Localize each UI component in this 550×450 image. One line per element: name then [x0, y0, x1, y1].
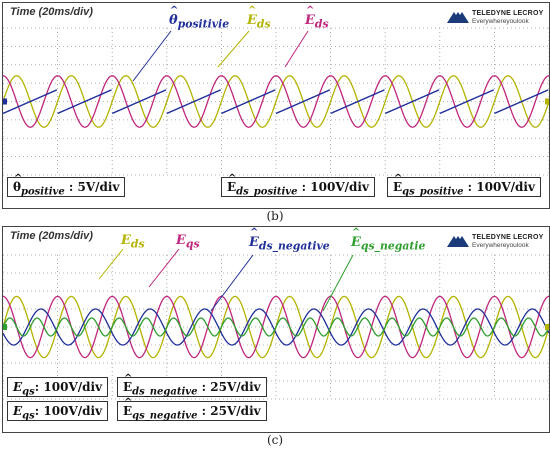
caption-c: (c) [266, 433, 284, 447]
series-line-2 [3, 89, 549, 115]
pointer-eds-yellow [217, 30, 250, 68]
brand-logo: TELEDYNE LECROY Everywhereyoulook [447, 233, 543, 251]
time-scale-label: Time (20ms/div) [10, 6, 93, 18]
teledyne-logo-icon [447, 12, 469, 23]
label-eds-yellow: Eds [121, 233, 145, 251]
brand-logo: TELEDYNE LECROY Everywhereyoulook [447, 9, 543, 27]
series-line-0 [3, 75, 549, 128]
scale-box-eqs-top: Eqs: 100V/div [7, 377, 109, 397]
label-eds-negative: Eds_negative [249, 227, 330, 253]
time-scale-label: Time (20ms/div) [10, 230, 93, 242]
pointer-eds [98, 248, 124, 280]
ground-marker-left [3, 324, 7, 330]
pointer-eqs-negative [322, 254, 354, 312]
label-eds-magenta: Eds [305, 5, 329, 31]
ground-marker-right [545, 324, 549, 330]
brand-tagline: Everywhereyoulook [472, 242, 529, 249]
label-theta-positive: θpositivie [169, 5, 229, 31]
label-eds-yellow: Eds [247, 5, 271, 31]
series-line-1 [3, 295, 549, 359]
ground-marker-left [3, 98, 7, 105]
scale-box-eds-negative: Eds_negative : 25V/div [117, 370, 267, 397]
scope-panel-b: Time (20ms/div) TELEDYNE LECROY Everywhe… [2, 2, 550, 209]
scale-box-eqs-bottom: Eqs: 100V/div [7, 401, 109, 421]
label-eqs-negative: Eqs_negatie [351, 227, 425, 253]
scope-plot-c [3, 248, 549, 400]
ground-marker-right [545, 98, 549, 105]
scope-plot-b [3, 27, 549, 176]
pointer-eds-negative [210, 254, 254, 312]
scale-box-eds-positive: Eds_positive : 100V/div [221, 170, 375, 197]
series-line-3 [3, 317, 549, 337]
scale-box-theta: θpositive : 5V/div [7, 170, 126, 197]
brand-name: TELEDYNE LECROY [472, 10, 544, 17]
pointer-eqs [148, 248, 180, 288]
series-line-2 [3, 308, 549, 346]
scope-panel-c: Time (20ms/div) TELEDYNE LECROY Everywhe… [2, 226, 550, 433]
series-line-1 [3, 75, 549, 128]
brand-name: TELEDYNE LECROY [472, 234, 544, 241]
caption-b: (b) [266, 209, 284, 223]
label-eqs-magenta: Eqs [176, 233, 200, 251]
scale-box-eqs-positive: Eqs_positive : 100V/div [387, 170, 541, 197]
pointer-theta [132, 30, 172, 82]
pointer-eds-magenta [284, 30, 309, 68]
brand-tagline: Everywhereyoulook [472, 18, 529, 25]
scale-box-eqs-negative: Eqs_negative : 25V/div [117, 394, 267, 421]
teledyne-logo-icon [447, 236, 469, 247]
